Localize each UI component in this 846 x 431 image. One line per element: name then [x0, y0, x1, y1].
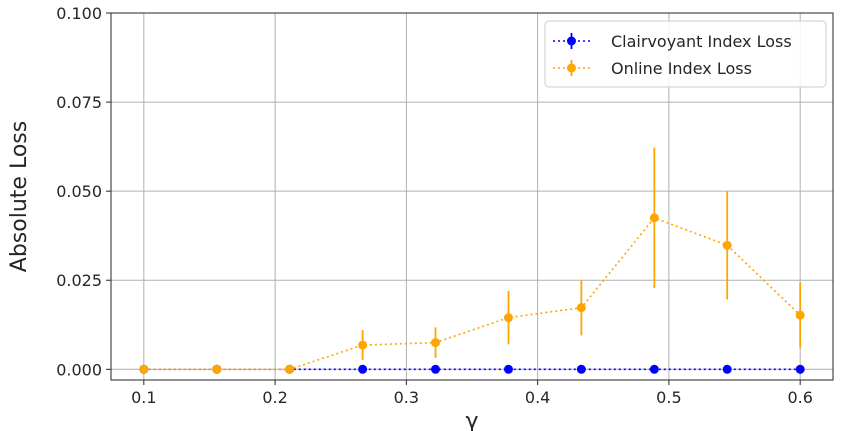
legend-marker — [567, 37, 576, 46]
data-point — [796, 311, 805, 320]
x-axis: 0.1 0.2 0.3 0.4 0.5 0.6 — [131, 380, 813, 407]
data-point — [431, 365, 440, 374]
data-point — [650, 213, 659, 222]
data-point — [285, 365, 294, 374]
y-tick-label: 0.075 — [56, 93, 102, 112]
x-tick-label: 0.1 — [131, 388, 156, 407]
series-line — [144, 218, 800, 369]
data-point — [139, 365, 148, 374]
y-tick-label: 0.025 — [56, 271, 102, 290]
x-tick-label: 0.4 — [525, 388, 550, 407]
data-point — [504, 313, 513, 322]
x-tick-label: 0.2 — [262, 388, 287, 407]
data-point — [577, 365, 586, 374]
y-tick-label: 0.000 — [56, 360, 102, 379]
data-point — [212, 365, 221, 374]
series-1 — [139, 148, 804, 374]
data-point — [796, 365, 805, 374]
x-axis-label: γ — [465, 409, 478, 431]
legend-label: Clairvoyant Index Loss — [611, 32, 792, 51]
data-point — [650, 365, 659, 374]
legend-marker — [567, 64, 576, 73]
legend-label: Online Index Loss — [611, 59, 752, 78]
x-tick-label: 0.3 — [394, 388, 419, 407]
y-axis: 0.000 0.025 0.050 0.075 0.100 — [56, 4, 111, 379]
series-layer — [139, 148, 804, 374]
x-tick-label: 0.5 — [656, 388, 681, 407]
y-axis-label: Absolute Loss — [7, 121, 32, 272]
data-point — [358, 365, 367, 374]
data-point — [504, 365, 513, 374]
x-tick-label: 0.6 — [787, 388, 812, 407]
legend: Clairvoyant Index Loss Online Index Loss — [545, 21, 826, 87]
data-point — [723, 241, 732, 250]
data-point — [358, 341, 367, 350]
y-tick-label: 0.050 — [56, 182, 102, 201]
y-tick-label: 0.100 — [56, 4, 102, 23]
data-point — [577, 303, 586, 312]
data-point — [723, 365, 732, 374]
data-point — [431, 338, 440, 347]
